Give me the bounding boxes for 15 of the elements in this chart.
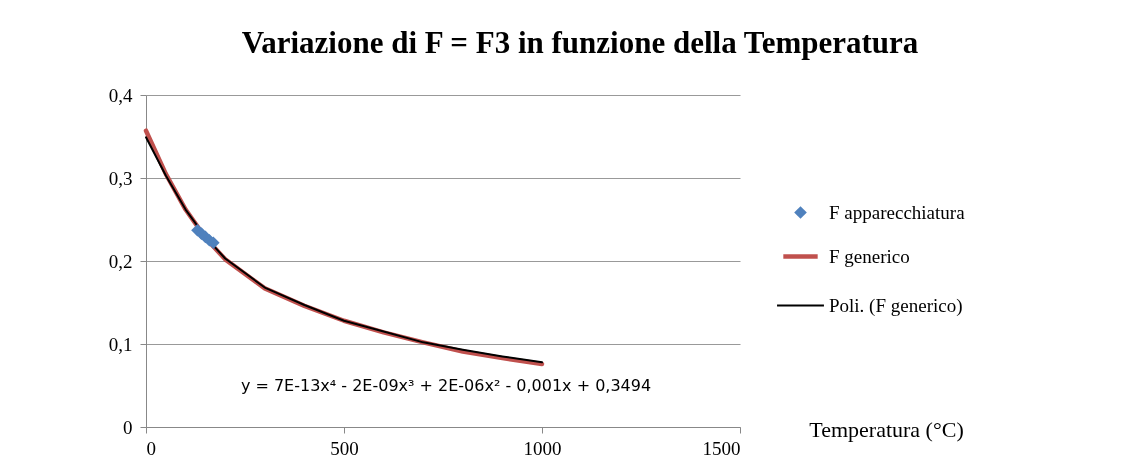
- x-axis-title: Temperatura (°C): [809, 416, 964, 442]
- annotation: y = 7E-13x⁴ - 2E-09x³ + 2E-06x² - 0,001x + 0,3494: [240, 376, 652, 395]
- legend-label: F generico: [829, 245, 910, 267]
- legend-label: F apparecchiatura: [829, 201, 966, 223]
- x-tick-label: 500: [330, 437, 359, 459]
- chart-title: Variazione di F = F3 in funzione della Temperatura: [241, 25, 919, 60]
- x-tick-label: 0: [146, 437, 156, 459]
- x-tick-label: 1000: [523, 437, 562, 459]
- x-tick-label: 1500: [702, 437, 741, 459]
- y-tick-label: 0: [123, 416, 133, 438]
- y-tick-label: 0,3: [108, 167, 133, 189]
- y-tick-label: 0,1: [108, 333, 133, 355]
- y-tick-label: 0,4: [108, 84, 133, 106]
- y-tick-label: 0,2: [108, 250, 133, 272]
- legend-label: Poli. (F generico): [829, 294, 963, 317]
